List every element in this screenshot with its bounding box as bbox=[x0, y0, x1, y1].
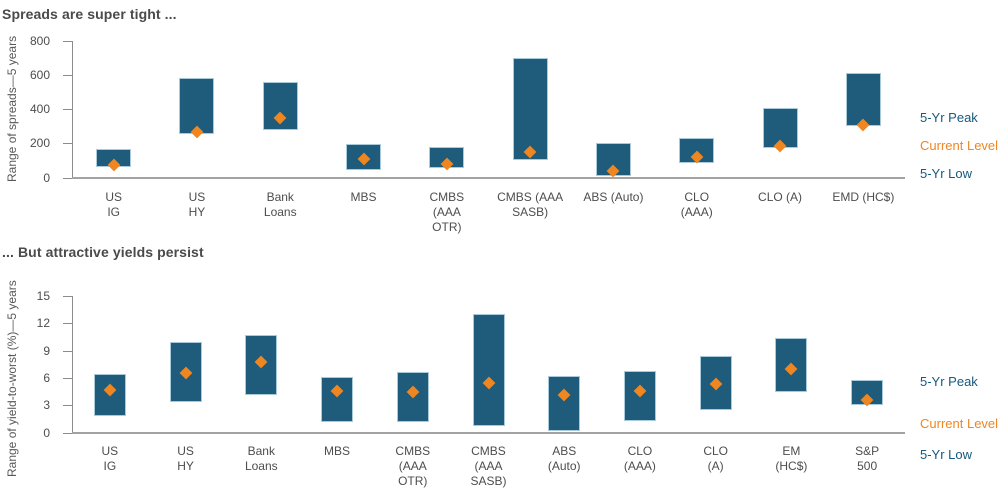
yields-legend-current-label: Current Level bbox=[920, 416, 999, 431]
range-bar bbox=[845, 73, 881, 127]
yields-chart-title: ... But attractive yields persist bbox=[2, 244, 204, 260]
category-label: S&P 500 bbox=[855, 444, 880, 473]
category-label: US HY bbox=[188, 190, 206, 219]
y-tick-mark bbox=[63, 143, 72, 145]
category-label: CLO (A) bbox=[703, 444, 729, 473]
category-label: MBS bbox=[350, 190, 377, 204]
y-tick-label: 3 bbox=[43, 398, 50, 413]
category-label: EMD (HC$) bbox=[832, 190, 895, 204]
category-label: US IG bbox=[105, 190, 122, 219]
y-tick-mark bbox=[63, 405, 72, 407]
y-axis-line bbox=[72, 296, 73, 433]
y-tick-mark bbox=[63, 41, 72, 42]
y-tick-label: 400 bbox=[29, 102, 50, 117]
spreads-legend-peak-label: 5-Yr Peak bbox=[920, 110, 978, 125]
y-tick-label: 800 bbox=[29, 34, 50, 48]
yields-legend-low-label: 5-Yr Low bbox=[920, 447, 973, 462]
category-label: US IG bbox=[101, 444, 119, 473]
range-bar bbox=[512, 58, 548, 161]
yields-legend-peak-label: 5-Yr Peak bbox=[920, 374, 978, 389]
category-label: ABS (Auto) bbox=[547, 444, 581, 473]
range-bar bbox=[321, 376, 354, 423]
y-tick-label: 6 bbox=[43, 370, 50, 385]
range-bar bbox=[548, 376, 581, 431]
category-label: MBS bbox=[324, 444, 351, 458]
range-bar bbox=[179, 77, 215, 134]
range-bar bbox=[472, 314, 505, 427]
spreads-chart-title: Spreads are super tight ... bbox=[2, 6, 177, 22]
category-label: CLO (AAA) bbox=[623, 444, 656, 473]
y-tick-mark bbox=[63, 377, 72, 379]
y-tick-label: 0 bbox=[43, 170, 50, 185]
category-label: CMBS (AAA OTR) bbox=[429, 190, 465, 234]
category-label: Bank Loans bbox=[244, 444, 278, 473]
category-label: CMBS (AAA SASB) bbox=[470, 444, 507, 488]
category-label: Bank Loans bbox=[263, 190, 297, 219]
category-label: US HY bbox=[177, 444, 194, 473]
y-tick-mark bbox=[63, 177, 72, 179]
y-tick-label: 9 bbox=[43, 343, 50, 358]
y-tick-label: 600 bbox=[29, 68, 50, 83]
category-label: ABS (Auto) bbox=[583, 190, 644, 204]
y-tick-mark bbox=[63, 296, 72, 297]
y-tick-label: 15 bbox=[36, 289, 50, 303]
y-axis-line bbox=[72, 41, 73, 178]
category-label: EM (HC$) bbox=[775, 444, 808, 473]
x-axis-line bbox=[72, 176, 905, 179]
y-tick-mark bbox=[63, 350, 72, 352]
category-label: CLO (AAA) bbox=[680, 190, 713, 219]
spreads-legend-low-label: 5-Yr Low bbox=[920, 166, 973, 181]
y-tick-label: 200 bbox=[29, 136, 50, 151]
category-label: CMBS (AAA OTR) bbox=[395, 444, 431, 488]
category-label: CLO (A) bbox=[758, 190, 803, 204]
y-tick-mark bbox=[63, 432, 72, 434]
x-axis-line bbox=[72, 431, 905, 434]
y-tick-mark bbox=[63, 75, 72, 77]
y-tick-label: 12 bbox=[36, 316, 50, 331]
range-bar bbox=[93, 374, 126, 417]
category-label: CMBS (AAA SASB) bbox=[497, 190, 564, 219]
y-tick-label: 0 bbox=[43, 425, 50, 440]
y-tick-mark bbox=[63, 323, 72, 325]
y-tick-mark bbox=[63, 109, 72, 111]
spreads-legend-current-label: Current Level bbox=[920, 138, 999, 153]
